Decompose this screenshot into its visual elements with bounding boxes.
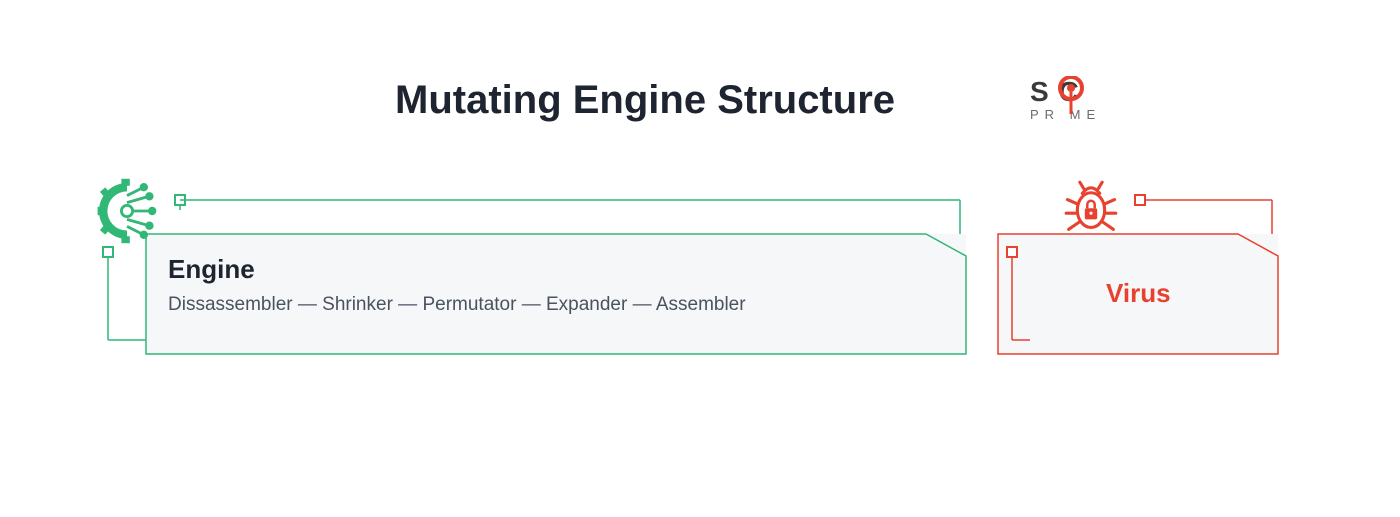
- virus-title: Virus: [1106, 278, 1171, 309]
- logo: S C PR ME: [1030, 78, 1101, 121]
- diagram-canvas: Mutating Engine Structure S C PR ME Engi…: [0, 0, 1400, 517]
- diagram-title: Mutating Engine Structure: [395, 78, 895, 123]
- logo-line1: S C: [1030, 78, 1101, 106]
- bug-lock-icon: [1060, 176, 1122, 243]
- logo-accent-icon: [1056, 76, 1086, 119]
- engine-subtitle: Dissassembler — Shrinker — Permutator — …: [168, 294, 746, 316]
- engine-title: Engine: [168, 254, 255, 285]
- gear-circuit-icon: [92, 176, 162, 251]
